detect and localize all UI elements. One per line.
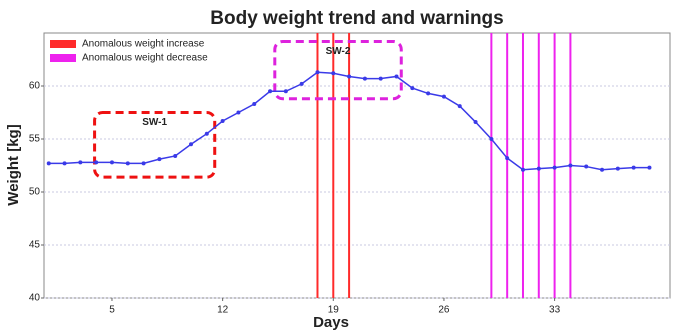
weight-point [173,153,178,158]
weight-point [157,157,162,162]
weight-point [362,76,367,81]
weight-point [347,74,352,79]
weight-point [283,89,288,94]
weight-point [584,164,589,169]
x-axis-label: Days [313,314,349,331]
y-axis-label: Weight [kg] [5,124,22,205]
legend-label: Anomalous weight decrease [82,53,208,64]
weight-point [62,161,67,166]
weight-point [536,166,541,171]
weight-point [552,165,557,170]
legend-swatch [50,54,76,62]
legend-label: Anomalous weight increase [82,39,205,50]
weight-point [647,165,652,170]
x-tick-label: 26 [438,305,450,316]
weight-point [568,163,573,168]
weight-point [615,166,620,171]
weight-point [473,120,478,125]
weight-point [94,160,99,165]
y-tick-label: 45 [29,240,41,251]
weight-point [46,161,51,166]
weight-point [457,104,462,109]
annotation-text: SW-1 [142,117,167,128]
y-tick-label: 40 [29,293,41,304]
chart-title: Body weight trend and warnings [210,8,503,29]
y-tick-label: 55 [29,134,41,145]
weight-point [236,110,241,115]
weight-point [394,74,399,79]
weight-point [78,160,83,165]
weight-point [315,70,320,75]
weight-point [489,137,494,141]
weight-point [378,76,383,81]
legend-swatch [50,40,76,48]
weight-point [426,91,431,96]
weight-point [299,81,304,86]
weight-point [631,165,636,170]
y-tick-label: 60 [29,81,41,92]
weight-point [189,142,194,147]
weight-point [600,167,605,172]
weight-point [505,156,510,161]
weight-point [441,94,446,99]
weight-point [125,161,130,166]
weight-point [252,102,257,107]
weight-point [204,131,209,136]
weight-point [268,89,273,94]
annotation-box [93,111,217,179]
x-tick-label: 19 [328,305,340,316]
y-tick-label: 50 [29,187,41,198]
weight-point [109,160,114,165]
annotation-box [273,39,403,101]
weight-point [220,118,225,123]
weight-point [410,86,415,91]
weight-point [141,161,146,166]
weight-point [520,167,525,172]
weight-point [331,71,336,76]
x-tick-label: 33 [549,305,561,316]
x-tick-label: 12 [217,305,229,316]
x-tick-label: 5 [109,305,115,316]
annotation-text: SW-2 [326,46,351,57]
